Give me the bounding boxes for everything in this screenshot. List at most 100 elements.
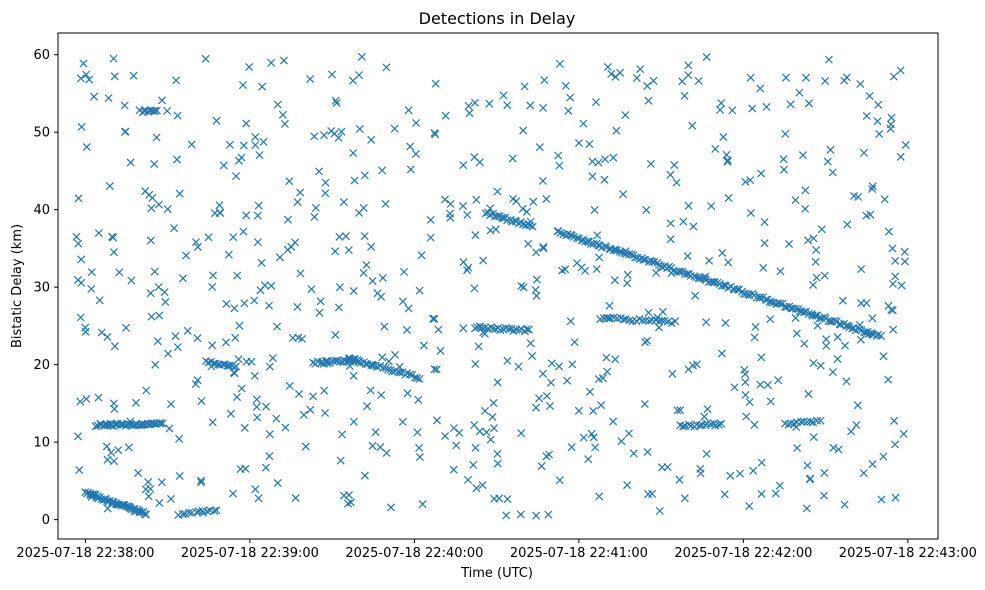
x-tick-label: 2025-07-18 22:42:00 — [674, 546, 812, 561]
scatter-point — [74, 239, 83, 248]
scatter-point — [81, 323, 90, 332]
scatter-point — [642, 205, 651, 215]
track-j-point — [524, 325, 533, 334]
scatter-point — [842, 377, 851, 386]
scatter-point — [406, 165, 415, 174]
scatter-point — [334, 303, 343, 312]
scatter-point — [212, 116, 221, 125]
scatter-point — [803, 236, 813, 245]
scatter-point — [538, 176, 547, 185]
scatter-point — [458, 201, 468, 211]
scatter-point — [463, 210, 472, 219]
scatter-point — [310, 132, 319, 141]
scatter-point — [517, 281, 526, 291]
scatter-point — [891, 272, 900, 281]
scatter-point — [238, 81, 248, 90]
track-h-point — [232, 362, 241, 371]
scatter-point — [857, 299, 866, 308]
scatter-point — [812, 245, 821, 255]
scatter-point — [829, 443, 838, 452]
scatter-point — [253, 238, 262, 247]
track-e-point — [767, 298, 776, 307]
scatter-point — [517, 429, 526, 438]
y-tick-label: 30 — [33, 281, 50, 296]
track-j-point — [496, 325, 505, 335]
scatter-point — [230, 304, 239, 313]
scatter-point — [813, 321, 822, 330]
scatter-point — [114, 446, 123, 455]
track-b-point — [203, 507, 212, 516]
scatter-point — [774, 376, 783, 385]
scatter-point — [197, 476, 206, 485]
scatter-point — [432, 365, 441, 374]
scatter-point — [109, 248, 118, 257]
track-c-point — [396, 368, 405, 377]
scatter-point — [546, 378, 556, 387]
scatter-point — [520, 82, 529, 91]
track-m-point — [816, 416, 825, 425]
scatter-point — [254, 201, 263, 210]
scatter-point — [464, 263, 473, 272]
scatter-point — [233, 271, 242, 280]
scatter-point — [201, 54, 210, 63]
scatter-point — [415, 452, 424, 462]
scatter-point — [239, 227, 248, 236]
scatter-point — [285, 177, 294, 186]
scatter-point — [887, 113, 896, 122]
track-e-point — [815, 314, 824, 323]
scatter-point — [567, 443, 576, 452]
scatter-point — [309, 392, 318, 401]
scatter-point — [76, 313, 85, 322]
scatter-point — [261, 463, 270, 472]
track-h-point — [218, 360, 228, 369]
scatter-point — [824, 55, 833, 64]
scatter-point — [751, 322, 760, 331]
scatter-point — [160, 288, 169, 297]
scatter-point — [382, 63, 391, 72]
track-c-point — [388, 367, 397, 376]
scatter-point — [611, 355, 620, 364]
scatter-point — [398, 297, 407, 306]
scatter-point — [154, 283, 163, 292]
scatter-point — [94, 229, 103, 238]
scatter-point — [120, 101, 129, 110]
track-c-point — [383, 365, 393, 374]
track-i-point — [333, 356, 342, 365]
x-tick-label: 2025-07-18 22:43:00 — [839, 546, 977, 561]
scatter-point — [208, 271, 218, 280]
scatter-point — [463, 475, 473, 484]
scatter-point — [436, 346, 445, 355]
scatter-point — [178, 274, 188, 283]
scatter-point — [784, 239, 794, 249]
scatter-point — [684, 365, 693, 374]
scatter-point — [547, 359, 556, 368]
scatter-point — [623, 279, 632, 288]
scatter-point — [291, 493, 300, 503]
scatter-point — [488, 412, 497, 422]
track-f-point — [117, 419, 126, 428]
scatter-point — [776, 267, 785, 276]
scatter-point — [887, 305, 896, 314]
scatter-point — [719, 132, 728, 142]
scatter-point — [341, 232, 350, 241]
scatter-point — [890, 416, 899, 425]
scatter-point — [262, 402, 271, 411]
scatter-point — [499, 91, 508, 100]
scatter-point — [859, 148, 869, 157]
scatter-point — [749, 466, 758, 475]
scatter-point — [272, 414, 281, 423]
scatter-point — [126, 158, 135, 167]
scatter-point — [110, 72, 119, 81]
scatter-point — [801, 204, 810, 213]
scatter-point — [598, 374, 607, 383]
scatter-point — [756, 84, 765, 93]
scatter-point — [127, 276, 136, 285]
scatter-point — [264, 301, 274, 310]
y-tick-label: 60 — [33, 48, 50, 63]
scatter-point — [380, 322, 389, 331]
scatter-point — [760, 217, 769, 227]
scatter-point — [624, 429, 633, 438]
scatter-point — [593, 231, 602, 240]
scatter-point — [684, 201, 693, 210]
scatter-point — [222, 299, 231, 308]
